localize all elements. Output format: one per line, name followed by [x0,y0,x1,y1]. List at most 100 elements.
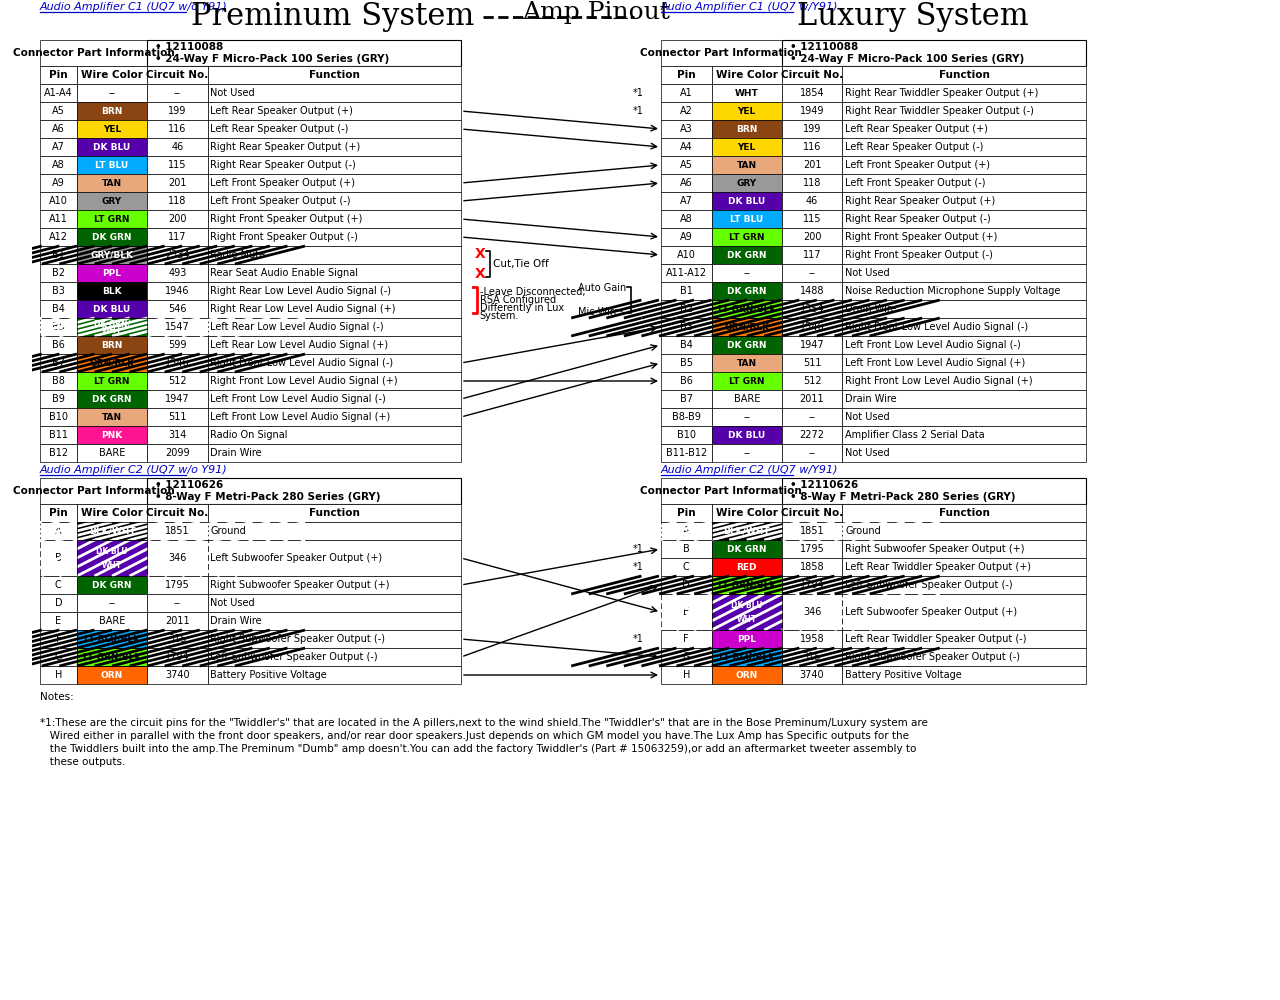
Bar [660,558,712,576]
Bar [77,576,147,594]
Bar [712,300,782,318]
Bar [207,594,461,612]
Text: Left Front Low Level Audio Signal (-): Left Front Low Level Audio Signal (-) [845,340,1021,350]
Bar [147,192,207,210]
Text: Right Front Speaker Output (-): Right Front Speaker Output (-) [845,250,993,260]
Text: ORN: ORN [736,670,758,680]
Text: LT GRN: LT GRN [728,232,764,241]
Text: 46: 46 [172,142,183,152]
Bar [207,138,461,156]
Text: 1946: 1946 [165,286,189,296]
Text: DK GRN: DK GRN [727,340,767,350]
Text: --: -- [744,448,750,458]
Bar [782,576,842,594]
Text: Right Rear Low Level Audio Signal (+): Right Rear Low Level Audio Signal (+) [210,304,396,314]
Bar [712,156,782,174]
Bar [40,666,77,684]
Text: --: -- [809,448,815,458]
Bar [660,390,712,408]
Text: 199: 199 [168,106,187,116]
Bar [77,522,147,540]
Bar [77,192,147,210]
Text: WHT: WHT [102,561,122,570]
Bar [40,210,77,228]
Text: *1:These are the circuit pins for the "Twiddler's" that are located in the A pil: *1:These are the circuit pins for the "T… [40,718,928,728]
Bar [712,390,782,408]
Text: Audio Amplifier C2 (UQ7 w/o Y91): Audio Amplifier C2 (UQ7 w/o Y91) [40,465,228,475]
Bar [712,120,782,138]
Bar [207,426,461,444]
Text: Left Front Speaker Output (-): Left Front Speaker Output (-) [845,178,986,188]
Bar [40,318,77,336]
Bar [77,354,147,372]
Text: X: X [475,267,485,281]
Text: TAN: TAN [736,359,756,367]
Text: B: B [55,553,61,563]
Bar [40,264,77,282]
Text: Left Front Low Level Audio Signal (+): Left Front Low Level Audio Signal (+) [845,358,1025,368]
Text: --: -- [809,268,815,278]
Text: • 12110626: • 12110626 [790,480,858,490]
Bar [77,630,147,648]
Text: Left Rear Speaker Output (-): Left Rear Speaker Output (-) [845,142,983,152]
Bar [842,390,1085,408]
Text: Noise Reduction Microphone Supply Voltage: Noise Reduction Microphone Supply Voltag… [845,286,1061,296]
Bar [40,504,77,522]
Text: A6: A6 [680,178,692,188]
Bar [782,66,842,84]
Text: 315: 315 [168,634,187,644]
Bar [77,210,147,228]
Bar [782,390,842,408]
Bar [782,666,842,684]
Bar [77,522,147,540]
Bar [147,300,207,318]
Text: Drain Wire: Drain Wire [845,394,897,404]
Text: Cut,Tie Off: Cut,Tie Off [493,259,549,269]
Bar [207,504,461,522]
Bar [147,174,207,192]
Bar [660,318,712,336]
Bar [842,648,1085,666]
Text: A: A [684,526,690,536]
Text: Drain Wire: Drain Wire [210,616,262,626]
Text: A: A [55,526,61,536]
Text: LT GRN/BLK: LT GRN/BLK [718,304,776,314]
Text: Amp Pinout: Amp Pinout [522,1,671,24]
Text: Radio On Signal: Radio On Signal [210,430,288,440]
Text: B3: B3 [52,286,65,296]
Text: Function: Function [308,70,360,80]
Bar [147,630,207,648]
Bar [660,576,712,594]
Bar [660,478,782,504]
Bar [842,228,1085,246]
Text: Ground: Ground [210,526,246,536]
Text: 2334: 2334 [165,250,189,260]
Bar [712,354,782,372]
Text: A1: A1 [680,88,692,98]
Text: --: -- [109,88,115,98]
Bar [40,282,77,300]
Text: Right Subwoofer Speaker Output (+): Right Subwoofer Speaker Output (+) [845,544,1025,554]
Text: C: C [682,562,690,572]
Text: -Leave Disconnected,: -Leave Disconnected, [480,287,585,297]
Text: A8: A8 [680,214,692,224]
Text: Mic Wires: Mic Wires [579,307,625,317]
Text: Circuit No.: Circuit No. [146,70,209,80]
Bar [712,210,782,228]
Text: B6: B6 [680,376,692,386]
Text: F: F [684,634,689,644]
Bar [842,594,1085,630]
Bar [77,264,147,282]
Text: DK GRN: DK GRN [727,544,767,554]
Bar [40,444,77,462]
Text: WHT: WHT [102,326,122,335]
Bar [40,102,77,120]
Text: DK GRN: DK GRN [92,580,132,589]
Bar [660,372,712,390]
Bar [842,84,1085,102]
Bar [782,318,842,336]
Text: ORN/BLK: ORN/BLK [724,322,769,332]
Text: DK GRN/: DK GRN/ [93,319,131,328]
Text: A5: A5 [52,106,65,116]
Text: 1949: 1949 [800,106,824,116]
